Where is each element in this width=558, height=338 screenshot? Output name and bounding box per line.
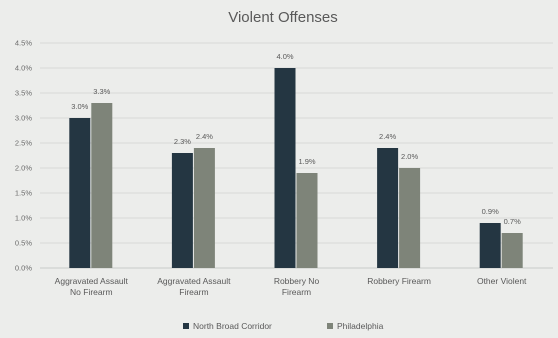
gridlines xyxy=(40,42,553,269)
category-label: No Firearm xyxy=(70,287,113,297)
bar xyxy=(69,118,91,268)
data-label: 3.0% xyxy=(71,102,88,111)
y-tick-label: 0.5% xyxy=(15,239,32,248)
category-label: Other Violent xyxy=(477,276,527,286)
legend-entry: North Broad Corridor xyxy=(193,321,272,331)
bar xyxy=(91,103,113,268)
data-label: 2.4% xyxy=(196,132,213,141)
bar xyxy=(193,148,215,268)
category-label: Robbery Firearm xyxy=(367,276,431,286)
category-label: Robbery No xyxy=(274,276,320,286)
y-axis-ticks: 0.0% 0.5% 1.0% 1.5% 2.0% 2.5% 3.0% 3.5% 4.0% 4.5% xyxy=(15,39,32,273)
data-label: 2.0% xyxy=(401,152,418,161)
legend-entry: Philadelphia xyxy=(337,321,384,331)
bar xyxy=(274,68,296,268)
y-tick-label: 1.0% xyxy=(15,214,32,223)
category-label: Firearm xyxy=(179,287,208,297)
y-tick-label: 3.5% xyxy=(15,89,32,98)
bar xyxy=(377,148,399,268)
legend-swatch xyxy=(327,323,333,329)
bar xyxy=(479,223,501,268)
data-label: 2.3% xyxy=(174,137,191,146)
bar xyxy=(296,173,318,268)
data-label: 3.3% xyxy=(93,87,110,96)
data-label: 4.0% xyxy=(276,52,293,61)
y-tick-label: 4.5% xyxy=(15,39,32,48)
chart-title: Violent Offenses xyxy=(228,9,338,26)
data-label: 0.7% xyxy=(504,217,521,226)
data-label: 2.4% xyxy=(379,132,396,141)
y-tick-label: 1.5% xyxy=(15,189,32,198)
data-label: 0.9% xyxy=(482,207,499,216)
y-tick-label: 4.0% xyxy=(15,64,32,73)
bar xyxy=(399,168,421,268)
y-tick-label: 2.0% xyxy=(15,164,32,173)
bar xyxy=(171,153,193,268)
bar xyxy=(501,233,523,268)
category-label: Aggravated Assault xyxy=(157,276,231,286)
category-label: Aggravated Assault xyxy=(55,276,129,286)
legend: North Broad Corridor Philadelphia xyxy=(183,321,384,331)
category-label: Firearm xyxy=(282,287,311,297)
bars xyxy=(69,68,523,268)
y-tick-label: 3.0% xyxy=(15,114,32,123)
data-labels: 3.0% 3.3% 2.3% 2.4% 4.0% 1.9% 2.4% 2.0% 0.9% 0.7% xyxy=(71,52,521,226)
y-tick-label: 2.5% xyxy=(15,139,32,148)
data-label: 1.9% xyxy=(298,157,315,166)
y-tick-label: 0.0% xyxy=(15,264,32,273)
legend-swatch xyxy=(183,323,189,329)
